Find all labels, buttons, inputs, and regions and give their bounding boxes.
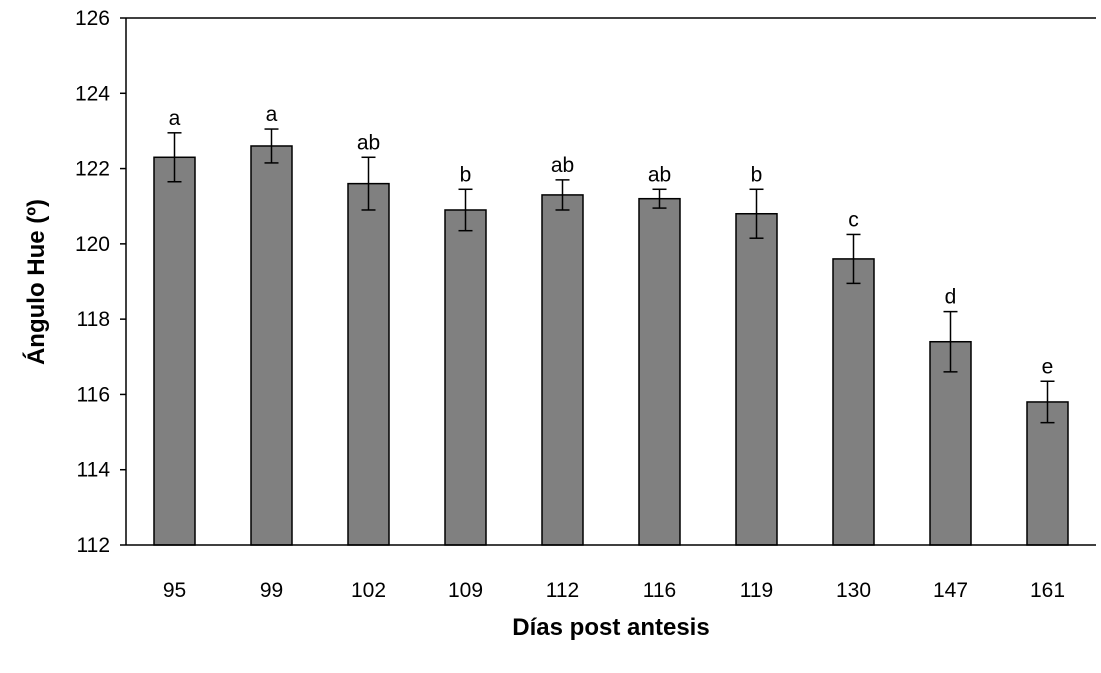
y-axis-title: Ángulo Hue (º) xyxy=(22,199,50,365)
y-tick-label: 124 xyxy=(75,82,110,105)
y-tick-label: 118 xyxy=(77,308,110,331)
y-tick-label: 122 xyxy=(75,158,110,181)
significance-letter: d xyxy=(945,286,957,309)
bar xyxy=(444,209,487,546)
bar xyxy=(638,197,681,546)
x-tick-label: 109 xyxy=(448,579,483,602)
x-tick-label: 99 xyxy=(260,579,283,602)
significance-letter: b xyxy=(751,163,763,186)
bars-group xyxy=(153,145,1069,546)
significance-letter: a xyxy=(266,103,278,126)
x-tick-label: 161 xyxy=(1030,579,1065,602)
bar xyxy=(153,156,196,546)
y-tick-label: 112 xyxy=(77,534,110,557)
y-tick-label: 126 xyxy=(75,7,110,30)
x-tick-label: 116 xyxy=(643,579,676,602)
significance-letters-group: a a ab b ab ab b c d e xyxy=(169,103,1054,378)
y-ticks-group: 112 114 116 118 120 122 124 126 xyxy=(75,7,126,557)
x-tick-label: 130 xyxy=(836,579,871,602)
significance-letter: c xyxy=(848,208,859,231)
significance-letter: b xyxy=(460,163,472,186)
bar xyxy=(250,145,293,546)
bar xyxy=(735,212,778,546)
x-ticks-group: 95 99 102 109 112 116 119 130 147 161 xyxy=(163,579,1065,602)
y-tick-label: 120 xyxy=(75,233,110,256)
y-tick-label: 116 xyxy=(77,383,110,406)
error-bars-group xyxy=(167,128,1055,424)
x-tick-label: 102 xyxy=(351,579,386,602)
bar xyxy=(929,340,972,546)
x-tick-label: 147 xyxy=(933,579,968,602)
bar xyxy=(541,194,584,546)
bar xyxy=(347,182,390,546)
significance-letter: ab xyxy=(357,131,380,154)
significance-letter: e xyxy=(1042,355,1054,378)
significance-letter: ab xyxy=(648,163,671,186)
bar xyxy=(832,258,875,546)
bar xyxy=(1026,401,1069,546)
significance-letter: a xyxy=(169,107,181,130)
significance-letter: ab xyxy=(551,154,574,177)
x-tick-label: 112 xyxy=(546,579,579,602)
x-axis-title: Días post antesis xyxy=(512,614,709,641)
x-tick-label: 119 xyxy=(740,579,773,602)
x-tick-label: 95 xyxy=(163,579,186,602)
y-tick-label: 114 xyxy=(77,459,111,482)
